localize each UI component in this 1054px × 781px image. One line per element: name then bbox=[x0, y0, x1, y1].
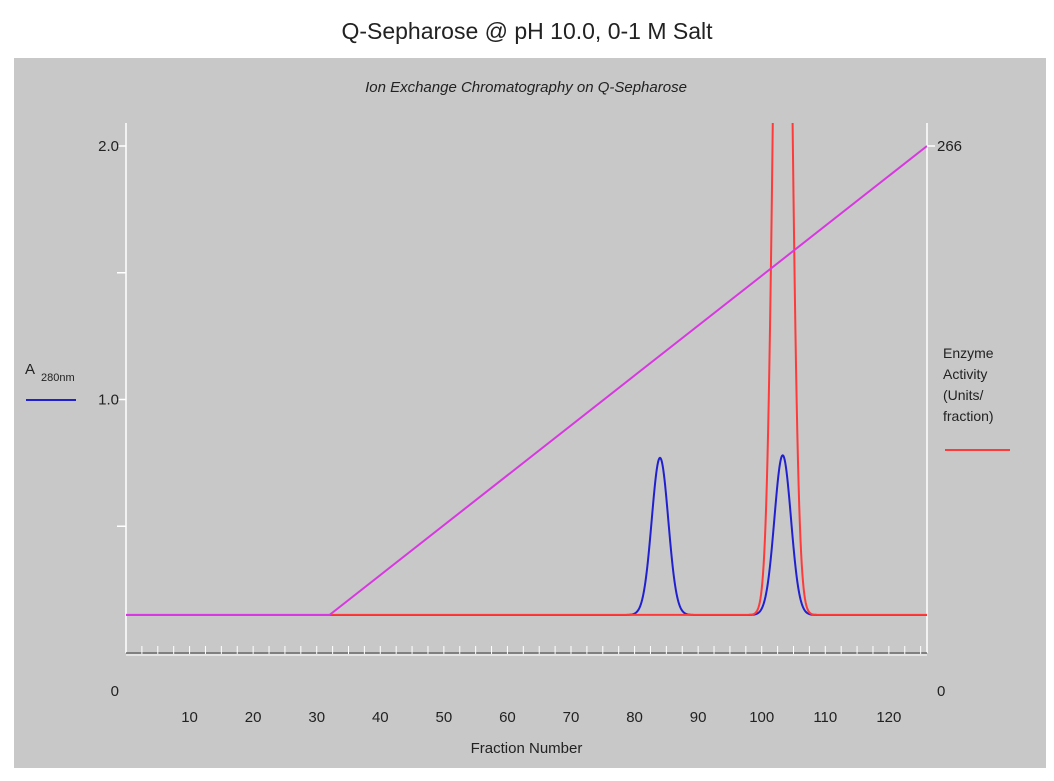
y-left-tick-label: 1.0 bbox=[98, 392, 119, 409]
y-left-axis-label: A bbox=[25, 361, 35, 378]
y-right-label-line: fraction) bbox=[943, 408, 994, 424]
page-title: Q-Sepharose @ pH 10.0, 0-1 M Salt bbox=[341, 18, 713, 44]
x-tick-label: 100 bbox=[749, 709, 774, 726]
y-right-label-line: Enzyme bbox=[943, 345, 994, 361]
chart-panel: Ion Exchange Chromatography on Q-Sepharo… bbox=[14, 58, 1046, 768]
y-left-tick-label: 0 bbox=[111, 683, 119, 700]
x-tick-label: 60 bbox=[499, 709, 516, 726]
axis-labels: 10 20 30 40 50 60 70 80 90 100 110 120 0 1.0 2.0 0 266 Fr… bbox=[25, 138, 1010, 757]
series-layer bbox=[126, 123, 927, 616]
x-tick-label: 10 bbox=[181, 709, 198, 726]
x-tick-label: 40 bbox=[372, 709, 389, 726]
axes bbox=[117, 123, 935, 656]
x-axis-label: Fraction Number bbox=[471, 740, 583, 757]
chart-title: Ion Exchange Chromatography on Q-Sepharo… bbox=[365, 79, 687, 96]
y-left-tick-label: 2.0 bbox=[98, 138, 119, 155]
x-tick-label: 20 bbox=[245, 709, 262, 726]
y-right-label-line: (Units/ bbox=[943, 387, 984, 403]
chromatography-chart: Ion Exchange Chromatography on Q-Sepharo… bbox=[25, 79, 1010, 757]
x-tick-label: 90 bbox=[690, 709, 707, 726]
x-tick-label: 30 bbox=[308, 709, 325, 726]
x-tick-label: 80 bbox=[626, 709, 643, 726]
series-line-2 bbox=[126, 145, 927, 616]
x-tick-label: 50 bbox=[436, 709, 453, 726]
x-tick-label: 120 bbox=[876, 709, 901, 726]
y-right-tick-label: 266 bbox=[937, 138, 962, 155]
series-line-0 bbox=[126, 454, 927, 616]
y-right-tick-label: 0 bbox=[937, 683, 945, 700]
y-left-axis-label-sub: 280nm bbox=[41, 372, 75, 384]
x-tick-label: 110 bbox=[813, 709, 837, 726]
x-tick-label: 70 bbox=[563, 709, 580, 726]
series-line-1 bbox=[126, 123, 927, 616]
y-right-label-line: Activity bbox=[943, 366, 987, 382]
